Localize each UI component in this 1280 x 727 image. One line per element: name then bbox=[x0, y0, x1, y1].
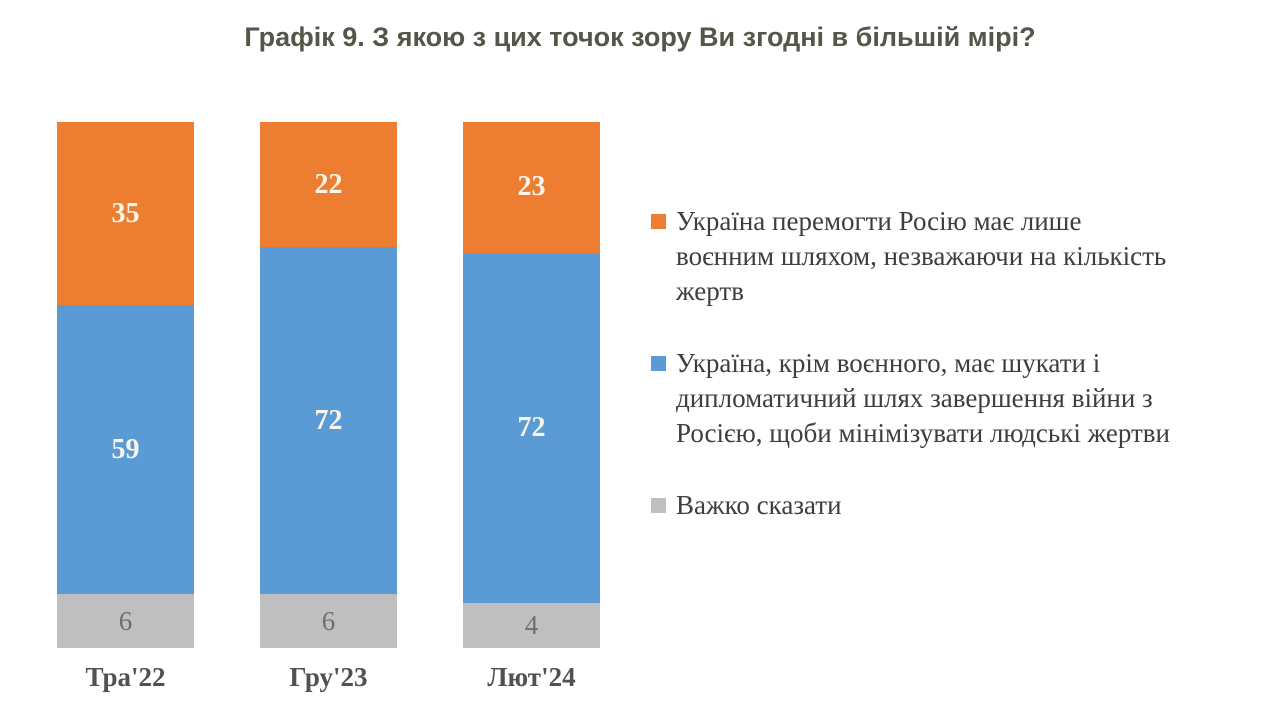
category-label: Лют'24 bbox=[487, 662, 576, 692]
bar-segment-orange: 23 bbox=[463, 122, 600, 253]
legend-label: Важко сказати bbox=[676, 490, 842, 520]
bar-segment-gray: 6 bbox=[57, 594, 194, 648]
bar-segment-orange: 35 bbox=[57, 122, 194, 306]
legend-label: Україна перемогти Росію має лише воєнним … bbox=[676, 206, 1167, 306]
bar-segment-blue: 72 bbox=[260, 247, 397, 595]
value-label: 72 bbox=[314, 404, 343, 436]
category-label: Гру'23 bbox=[289, 662, 368, 692]
legend-item-blue: Україна, крім воєнного, має шукати і дипл… bbox=[651, 346, 1229, 451]
legend-marker-gray-icon bbox=[651, 498, 666, 513]
value-label: 4 bbox=[524, 610, 539, 641]
value-label: 35 bbox=[111, 197, 140, 229]
category-axis: Тра'22 Гру'23 Лют'24 bbox=[57, 662, 600, 693]
bar-chart: 35 59 6 22 72 6 23 72 4 bbox=[57, 122, 600, 649]
value-label: 6 bbox=[321, 605, 336, 636]
chart-title: Графік 9. З якою з цих точок зору Ви зго… bbox=[244, 22, 1036, 52]
stacked-bar-1: 35 59 6 bbox=[57, 122, 194, 648]
legend-item-orange: Україна перемогти Росію має лише воєнним … bbox=[651, 204, 1229, 309]
stacked-bar-2: 22 72 6 bbox=[260, 122, 397, 648]
value-label: 6 bbox=[118, 605, 133, 636]
value-label: 59 bbox=[111, 433, 140, 465]
bar-segment-blue: 59 bbox=[57, 305, 194, 595]
category-label: Тра'22 bbox=[85, 662, 166, 692]
bar-segment-orange: 22 bbox=[260, 122, 397, 248]
legend-label: Україна, крім воєнного, має шукати і дипл… bbox=[676, 348, 1170, 448]
stacked-bar-3: 23 72 4 bbox=[463, 122, 600, 649]
value-label: 23 bbox=[517, 171, 546, 203]
legend-marker-blue-icon bbox=[651, 356, 666, 371]
legend-item-gray: Важко сказати bbox=[651, 488, 1229, 523]
bar-segment-gray: 4 bbox=[463, 603, 600, 649]
legend-marker-orange-icon bbox=[651, 214, 666, 229]
legend: Україна перемогти Росію має лише воєнним … bbox=[651, 204, 1229, 523]
value-label: 72 bbox=[517, 412, 546, 444]
bar-segment-blue: 72 bbox=[463, 252, 600, 604]
value-label: 22 bbox=[314, 168, 343, 200]
bar-segment-gray: 6 bbox=[260, 594, 397, 648]
